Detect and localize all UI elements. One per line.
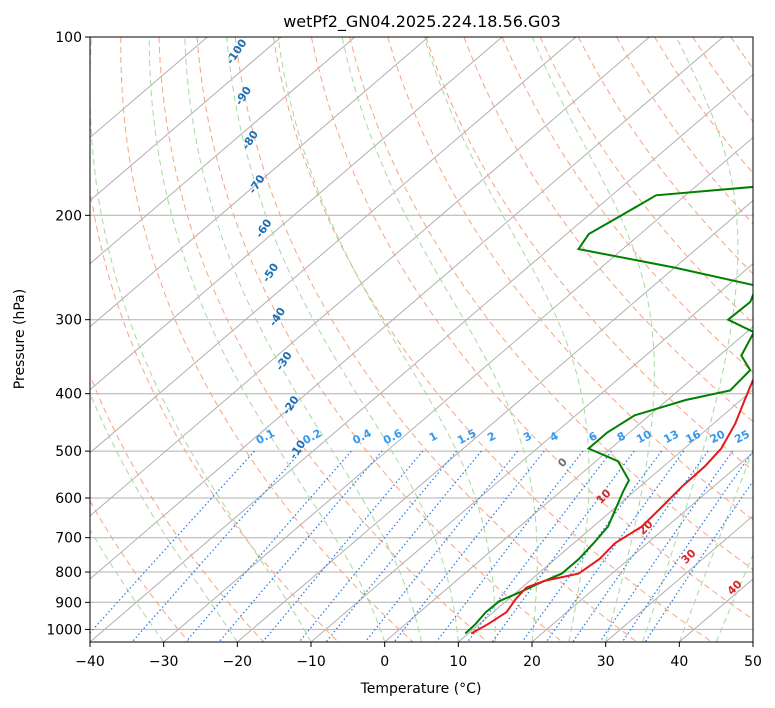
moist-adiabat-line — [226, 37, 459, 642]
dewpoint-line — [464, 185, 753, 635]
moist-adiabat-line — [90, 391, 238, 642]
moist-adiabat-line — [148, 37, 386, 642]
mixing-ratio-line — [521, 450, 663, 642]
dry-adiabat-line — [501, 37, 753, 373]
mixing-ratio-line — [491, 450, 635, 642]
isotherm-line — [90, 37, 282, 202]
dewpoint-profile — [464, 185, 753, 635]
moist-adiabat-line — [678, 448, 753, 642]
isotherm-line — [90, 73, 753, 642]
dry-adiabat-line — [196, 37, 563, 642]
plot-frame — [89, 36, 754, 643]
dry-adiabat-line — [310, 37, 753, 620]
moist-adiabat-line — [715, 553, 753, 642]
isotherm-line — [457, 389, 753, 642]
mixing-ratio-label: 25 — [732, 428, 752, 447]
y-tick-label: 600 — [55, 491, 82, 507]
x-tick-label: 50 — [744, 654, 762, 670]
moist-adiabat-lines — [90, 37, 753, 642]
isotherm-line — [90, 37, 429, 328]
dry-adiabat-line — [234, 37, 638, 642]
y-tick-label: 500 — [55, 444, 82, 460]
x-tick-label: 0 — [380, 654, 389, 670]
isotherm-line — [90, 37, 650, 517]
y-tick-label: 400 — [55, 387, 82, 403]
x-tick-label: 20 — [523, 654, 541, 670]
y-axis-ticks: 100 200 300 400 500 600 700 800 900 1000 — [46, 30, 90, 638]
mixing-ratio-line — [262, 450, 424, 642]
x-tick-label: −40 — [75, 654, 105, 670]
y-tick-label: 700 — [55, 531, 82, 547]
y-tick-label: 1000 — [46, 622, 82, 638]
isotherm-line — [384, 326, 753, 642]
mixing-ratio-label: 10 — [634, 427, 654, 446]
moist-adiabat-line — [90, 528, 165, 642]
mixing-ratio-line — [364, 450, 519, 642]
isotherm-line — [605, 515, 753, 642]
isotherm-line — [90, 37, 577, 454]
pressure-grid-lines — [90, 37, 753, 630]
mixing-ratio-label: 13 — [661, 428, 681, 447]
plot-area: 0.10.20.40.611.52346810131620253036-100-… — [90, 37, 753, 642]
mixing-ratio-line — [90, 450, 255, 634]
moist-adiabat-line — [341, 37, 538, 642]
moist-adiabat-line — [531, 37, 655, 642]
x-tick-label: 40 — [670, 654, 688, 670]
dry-adiabat-line — [90, 187, 339, 642]
mixing-ratio-line — [621, 450, 753, 642]
x-tick-label: −10 — [296, 654, 326, 670]
y-tick-label: 200 — [55, 208, 82, 224]
x-tick-label: 10 — [449, 654, 467, 670]
moist-adiabat-line — [423, 37, 590, 642]
y-tick-label: 800 — [55, 565, 82, 581]
x-axis-label: Temperature (°C) — [360, 681, 482, 697]
x-tick-label: −20 — [223, 654, 253, 670]
mixing-ratio-line — [325, 450, 482, 642]
moist-adiabat-line — [277, 37, 496, 642]
dry-adiabat-line — [387, 37, 753, 521]
isotherm-line — [90, 37, 356, 265]
mixing-ratio-line — [599, 450, 734, 642]
isotherm-line — [90, 37, 503, 391]
temperature-line — [470, 378, 753, 635]
dry-adiabat-line — [120, 37, 414, 642]
x-axis-ticks: −40 −30 −20 −10 0 10 20 30 40 50 — [75, 642, 762, 670]
dry-adiabat-line — [158, 37, 488, 642]
dry-adiabat-line — [425, 37, 753, 472]
isotherm-line — [236, 199, 753, 642]
x-tick-label: 30 — [597, 654, 615, 670]
moist-adiabat-line — [184, 37, 422, 642]
mixing-ratio-line — [298, 450, 458, 642]
mixing-ratio-line — [393, 450, 545, 642]
x-tick-label: −30 — [149, 654, 179, 670]
chart-title: wetPf2_GN04.2025.224.18.56.G03 — [283, 12, 561, 32]
y-tick-label: 300 — [55, 313, 82, 329]
mixing-ratio-label: 20 — [708, 427, 728, 446]
mixing-ratio-line — [644, 480, 753, 642]
dry-adiabat-lines — [90, 37, 753, 642]
mixing-ratio-line — [218, 450, 383, 642]
temperature-profile — [470, 378, 753, 635]
mixing-ratio-line — [572, 450, 709, 642]
isotherm-line — [90, 37, 724, 580]
mixing-ratio-label: 16 — [683, 427, 703, 446]
y-tick-label: 100 — [55, 30, 82, 46]
isotherm-line — [531, 452, 753, 642]
mixing-ratio-lines — [90, 450, 753, 642]
y-axis-label: Pressure (hPa) — [12, 289, 28, 389]
moist-adiabat-line — [90, 37, 312, 642]
y-tick-label: 900 — [55, 595, 82, 611]
